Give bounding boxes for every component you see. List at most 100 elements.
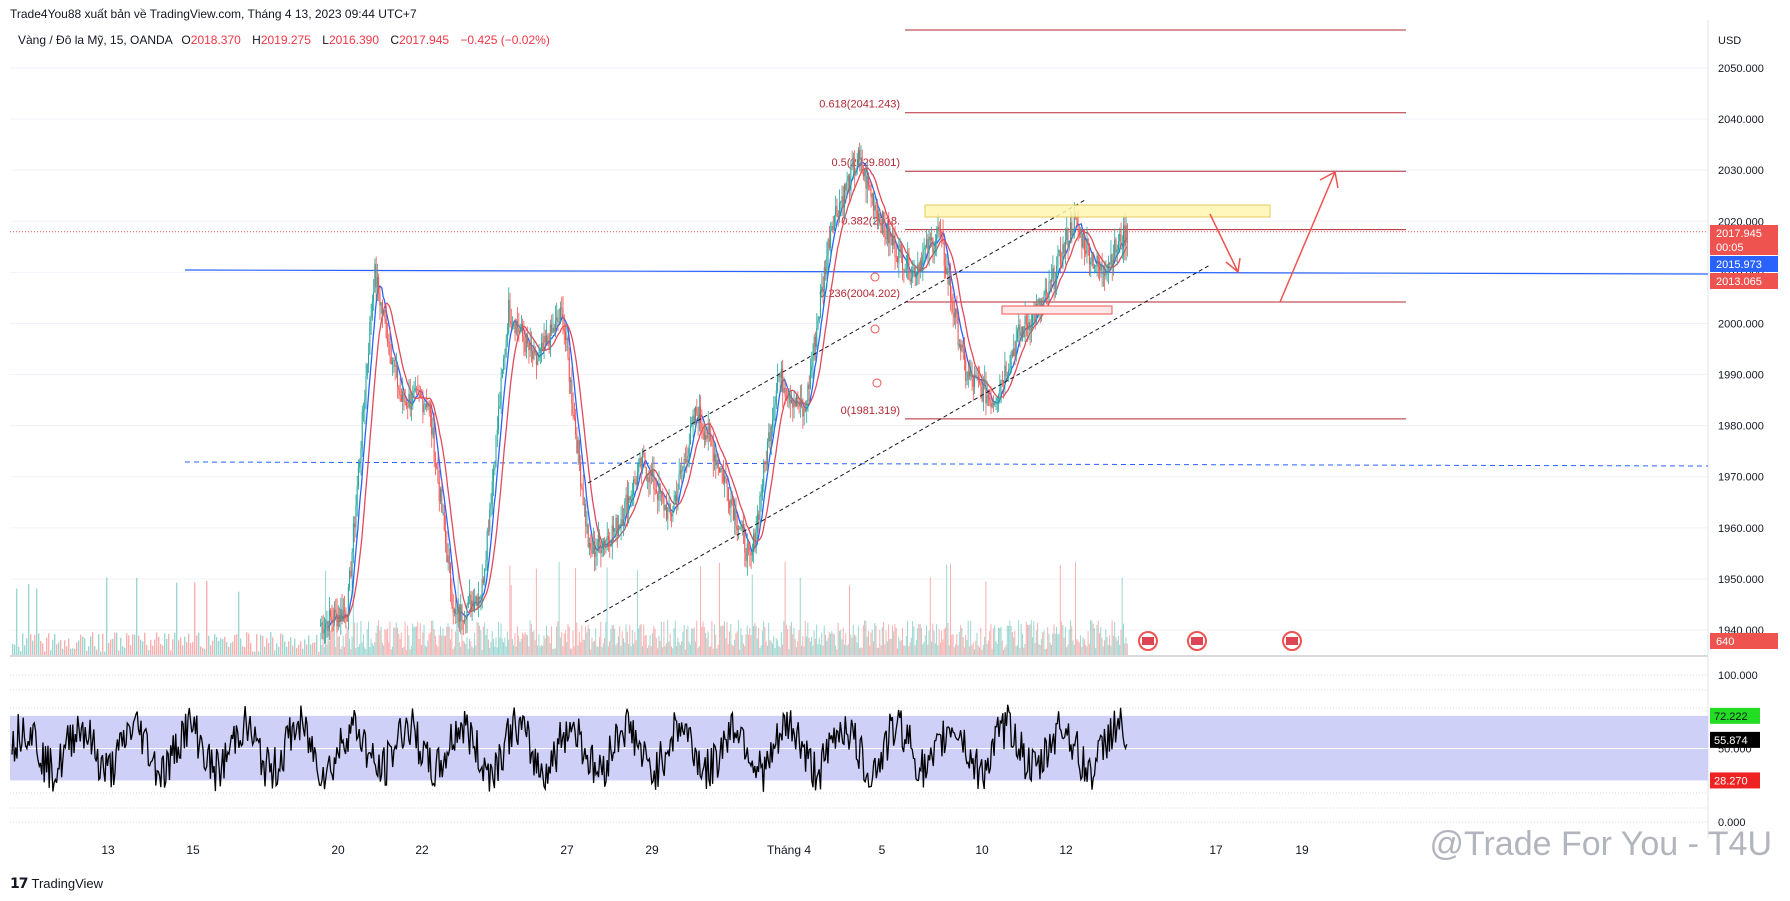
volume-bar [1101, 637, 1103, 655]
volume-bar [276, 643, 278, 655]
volume-bar [769, 639, 771, 655]
candle-body [934, 241, 936, 249]
volume-bar [511, 639, 513, 655]
volume-bar [484, 622, 486, 655]
volume-bar [482, 626, 484, 655]
candle-body [1045, 289, 1047, 293]
volume-bar [338, 635, 340, 655]
candle-body [822, 286, 824, 290]
candle-body [413, 390, 415, 394]
volume-bar [973, 649, 975, 655]
volume-bar [304, 639, 306, 655]
volume-bar [929, 577, 931, 655]
candle-body [696, 407, 698, 413]
candle-body [996, 398, 998, 401]
volume-bar [1037, 622, 1039, 655]
candle-body [337, 614, 339, 627]
volume-bar [891, 625, 893, 655]
candle-body [986, 395, 988, 404]
candle-body [802, 406, 804, 417]
volume-bar [741, 634, 743, 655]
volume-bar [1088, 643, 1090, 655]
volume-bar [490, 642, 492, 655]
candle-body [803, 408, 805, 417]
candle-body [811, 366, 813, 371]
candle-body [715, 454, 717, 466]
candle-body [847, 176, 849, 181]
candle-body [659, 483, 661, 494]
volume-bar [774, 647, 776, 655]
candle-body [814, 336, 816, 348]
candle-body [879, 213, 881, 224]
candle-body [418, 390, 420, 394]
candle-body [343, 610, 345, 612]
candle-body [663, 496, 665, 511]
volume-bar [986, 644, 988, 655]
rsi-lower-badge-bg [1710, 772, 1760, 789]
candle-body [1121, 248, 1123, 250]
candle-body [1023, 326, 1025, 338]
candle-body [997, 394, 999, 399]
candle-body [683, 458, 685, 467]
volume-bar [742, 643, 744, 655]
tradingview-logo-icon: 𝟭𝟳 [10, 875, 29, 891]
volume-bar [883, 621, 885, 655]
volume-bar [629, 625, 631, 655]
volume-bar [976, 632, 978, 655]
volume-bar [443, 635, 445, 655]
candle-body [1027, 324, 1029, 330]
volume-bar [465, 644, 467, 655]
candle-body [1096, 255, 1098, 266]
candle-body [326, 621, 328, 624]
volume-bar [250, 642, 252, 655]
candle-body [774, 404, 776, 407]
candle-body [501, 369, 503, 378]
volume-bar [889, 638, 891, 655]
volume-bar [1035, 630, 1037, 655]
volume-bar [890, 638, 892, 655]
candle-body [333, 609, 335, 624]
candle-body [667, 507, 669, 520]
candle-body [516, 321, 518, 328]
candle-body [851, 165, 853, 167]
volume-bar [527, 635, 529, 655]
candle-body [576, 434, 578, 453]
volume-bar [972, 642, 974, 655]
volume-bar [696, 620, 698, 655]
volume-bar [92, 632, 94, 655]
symbol-name[interactable]: Vàng / Đô la Mỹ, 15, OANDA [18, 33, 173, 47]
candle-body [845, 184, 847, 191]
candle-body [689, 425, 691, 445]
volume-bar [64, 640, 66, 655]
volume-bar [951, 634, 953, 655]
volume-bar [970, 620, 972, 655]
volume-bar [1011, 632, 1013, 655]
candle-body [912, 269, 914, 279]
symbol-info: Vàng / Đô la Mỹ, 15, OANDA O2018.370 H20… [18, 33, 550, 47]
volume-bar [673, 628, 675, 655]
candle-body [830, 230, 832, 248]
volume-bar [866, 636, 868, 655]
grid [10, 20, 1709, 838]
volume-bar [764, 627, 766, 655]
footer-brand[interactable]: 𝟭𝟳 TradingView [10, 875, 103, 892]
volume-bar [543, 635, 545, 655]
candle-body [456, 613, 458, 615]
volume-bar [721, 625, 723, 655]
volume-bar [431, 620, 433, 655]
candle-body [465, 619, 467, 621]
candle-body [510, 321, 512, 325]
candle-body [1087, 238, 1089, 245]
volume-bar [325, 570, 327, 655]
volume-bar [1009, 620, 1011, 655]
volume-bar [196, 635, 198, 655]
volume-bar [678, 642, 680, 655]
candle-body [1078, 230, 1080, 232]
volume-bar [1092, 623, 1094, 655]
volume-bar [1043, 630, 1045, 655]
candle-body [708, 425, 710, 433]
candle-body [518, 327, 520, 333]
volume-bar [495, 637, 497, 655]
